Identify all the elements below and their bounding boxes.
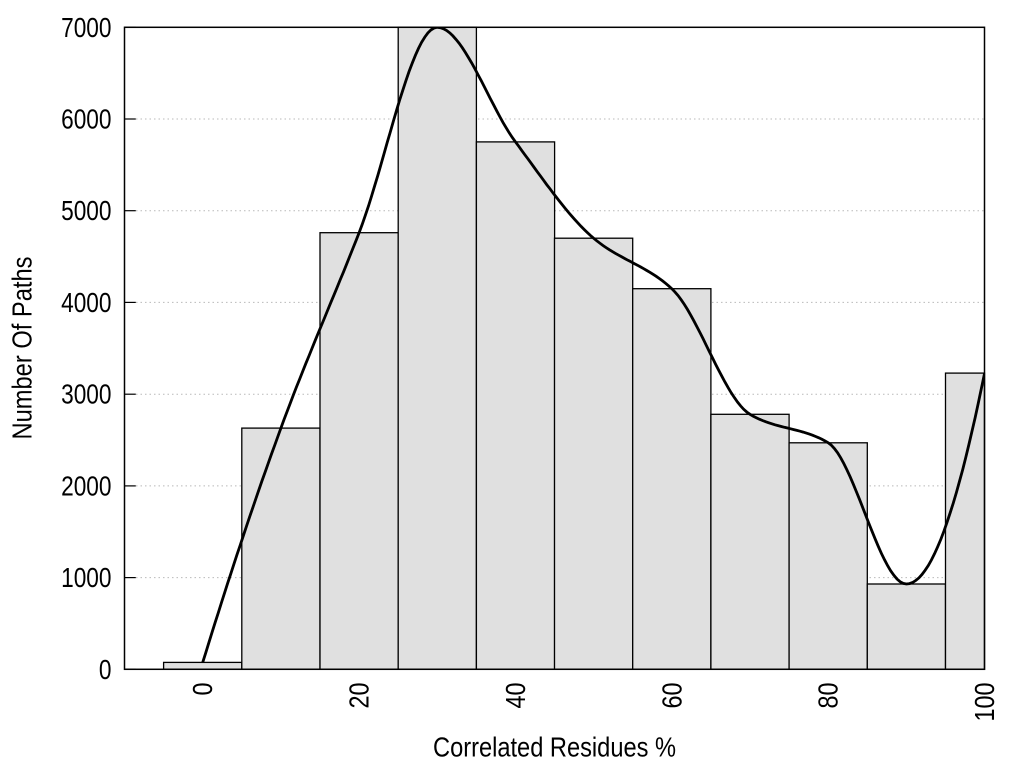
svg-text:3000: 3000: [61, 379, 111, 410]
svg-text:60: 60: [656, 683, 687, 709]
svg-text:20: 20: [344, 683, 375, 709]
svg-text:2000: 2000: [61, 470, 111, 501]
svg-text:0: 0: [99, 654, 112, 685]
svg-text:4000: 4000: [61, 287, 111, 318]
svg-text:100: 100: [969, 683, 1000, 722]
svg-text:40: 40: [500, 683, 531, 709]
svg-text:Correlated Residues %: Correlated Residues %: [433, 732, 676, 763]
svg-text:5000: 5000: [61, 195, 111, 226]
svg-text:7000: 7000: [61, 12, 111, 43]
svg-text:1000: 1000: [61, 562, 111, 593]
svg-text:6000: 6000: [61, 104, 111, 135]
svg-text:80: 80: [813, 683, 844, 709]
svg-text:0: 0: [187, 683, 218, 696]
svg-text:Number Of Paths: Number Of Paths: [7, 257, 38, 440]
